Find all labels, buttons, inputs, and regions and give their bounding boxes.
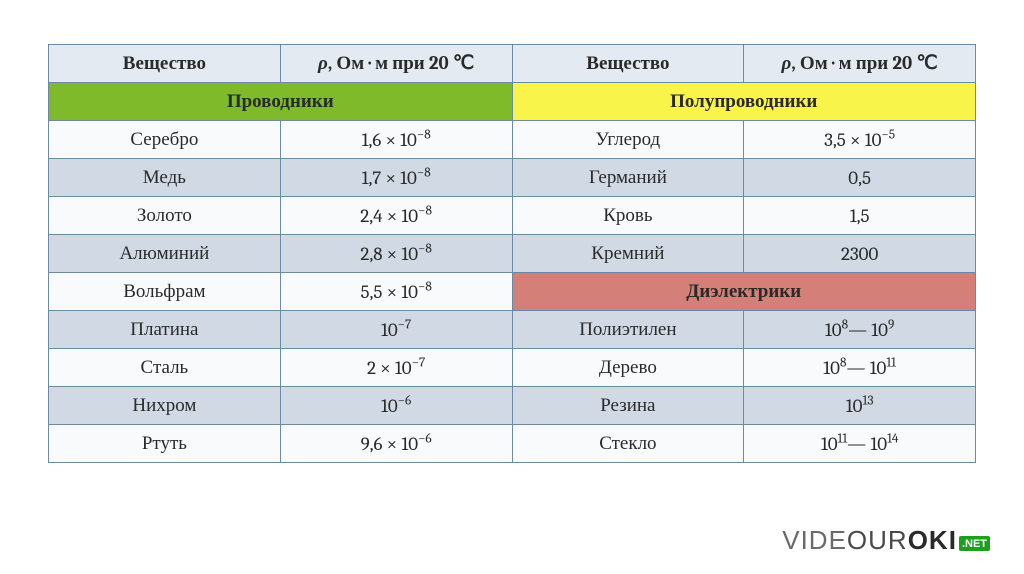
col-header-rho-right: ρ, Ом · м при 20 ℃ <box>744 45 976 83</box>
substance-cell: Медь <box>49 159 281 197</box>
header-row: Вещество ρ, Ом · м при 20 ℃ Вещество ρ, … <box>49 45 976 83</box>
table-row: Алюминий 2,8 × 10−8 Кремний 2300 <box>49 235 976 273</box>
substance-cell: Вольфрам <box>49 273 281 311</box>
value-cell: 108— 109 <box>744 311 976 349</box>
category-row-1: Проводники Полупроводники <box>49 83 976 121</box>
watermark-part2: OUR <box>847 525 908 555</box>
table-row: Платина 10−7 Полиэтилен 108— 109 <box>49 311 976 349</box>
value-cell: 1013 <box>744 387 976 425</box>
value-cell: 108— 1011 <box>744 349 976 387</box>
value-cell: 0,5 <box>744 159 976 197</box>
table-row: Нихром 10−6 Резина 1013 <box>49 387 976 425</box>
value-cell: 10−6 <box>280 387 512 425</box>
watermark-logo: VIDEOUROKI.NET <box>782 525 990 556</box>
substance-cell: Полиэтилен <box>512 311 744 349</box>
watermark-badge: .NET <box>959 536 990 551</box>
col-header-rho-left: ρ, Ом · м при 20 ℃ <box>280 45 512 83</box>
substance-cell: Сталь <box>49 349 281 387</box>
table-row: Сталь 2 × 10−7 Дерево 108— 1011 <box>49 349 976 387</box>
value-cell: 3,5 × 10−5 <box>744 121 976 159</box>
watermark-part1: VIDE <box>782 525 847 555</box>
table-row: Серебро 1,6 × 10−8 Углерод 3,5 × 10−5 <box>49 121 976 159</box>
substance-cell: Углерод <box>512 121 744 159</box>
substance-cell: Резина <box>512 387 744 425</box>
watermark-part3: OKI <box>908 525 957 555</box>
substance-cell: Ртуть <box>49 425 281 463</box>
col-header-substance-right: Вещество <box>512 45 744 83</box>
resistivity-table: Вещество ρ, Ом · м при 20 ℃ Вещество ρ, … <box>48 44 976 463</box>
value-cell: 9,6 × 10−6 <box>280 425 512 463</box>
value-cell: 1,6 × 10−8 <box>280 121 512 159</box>
value-cell: 1011— 1014 <box>744 425 976 463</box>
col-header-substance-left: Вещество <box>49 45 281 83</box>
value-cell: 1,7 × 10−8 <box>280 159 512 197</box>
substance-cell: Кремний <box>512 235 744 273</box>
substance-cell: Кровь <box>512 197 744 235</box>
substance-cell: Серебро <box>49 121 281 159</box>
value-cell: 2 × 10−7 <box>280 349 512 387</box>
value-cell: 2300 <box>744 235 976 273</box>
value-cell: 1,5 <box>744 197 976 235</box>
value-cell: 2,8 × 10−8 <box>280 235 512 273</box>
substance-cell: Германий <box>512 159 744 197</box>
substance-cell: Алюминий <box>49 235 281 273</box>
value-cell: 5,5 × 10−8 <box>280 273 512 311</box>
table-row: Медь 1,7 × 10−8 Германий 0,5 <box>49 159 976 197</box>
substance-cell: Стекло <box>512 425 744 463</box>
substance-cell: Дерево <box>512 349 744 387</box>
table-row: Ртуть 9,6 × 10−6 Стекло 1011— 1014 <box>49 425 976 463</box>
value-cell: 10−7 <box>280 311 512 349</box>
substance-cell: Платина <box>49 311 281 349</box>
value-cell: 2,4 × 10−8 <box>280 197 512 235</box>
substance-cell: Нихром <box>49 387 281 425</box>
resistivity-table-container: Вещество ρ, Ом · м при 20 ℃ Вещество ρ, … <box>0 0 1024 463</box>
table-row: Вольфрам 5,5 × 10−8 Диэлектрики <box>49 273 976 311</box>
table-row: Золото 2,4 × 10−8 Кровь 1,5 <box>49 197 976 235</box>
substance-cell: Золото <box>49 197 281 235</box>
category-conductors: Проводники <box>49 83 513 121</box>
category-semiconductors: Полупроводники <box>512 83 976 121</box>
category-dielectrics: Диэлектрики <box>512 273 976 311</box>
